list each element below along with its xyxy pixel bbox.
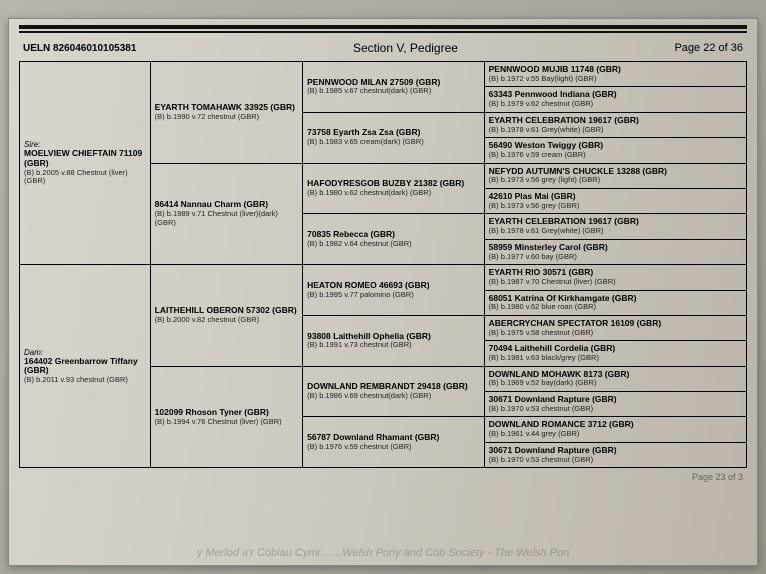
gp-meta: (B) b.1989 v.71 Chestnut (liver)(dark) (… — [155, 210, 298, 227]
col-ggp: PENNWOOD MILAN 27509 (GBR)(B) b.1985 v.6… — [303, 62, 485, 467]
page-header: UELN 826046010105381 Section V, Pedigree… — [19, 41, 747, 55]
dam-name: 164402 Greenbarrow Tiffany (GBR) — [24, 357, 146, 377]
gggp-cell: 68051 Katrina Of Kirkhamgate (GBR)(B) b.… — [485, 291, 746, 316]
gggp-cell: DOWNLAND ROMANCE 3712 (GBR)(B) b.1961 v.… — [485, 417, 746, 442]
ggp-meta: (B) b.1991 v.73 chestnut (GBR) — [307, 341, 480, 350]
ggp-cell: DOWNLAND REMBRANDT 29418 (GBR)(B) b.1986… — [303, 367, 484, 418]
ggp-cell: HEATON ROMEO 46693 (GBR)(B) b.1995 v.77 … — [303, 265, 484, 316]
gggp-cell: EYARTH CELEBRATION 19617 (GBR)(B) b.1978… — [485, 214, 746, 239]
gggp-cell: 30671 Downland Rapture (GBR)(B) b.1970 v… — [485, 443, 746, 467]
ggp-meta: (B) b.1976 v.59 chestnut (GBR) — [307, 443, 480, 452]
gggp-meta: (B) b.1970 v.53 chestnut (GBR) — [489, 405, 742, 414]
sire-meta: (B) b.2005 v.88 Chestnut (liver) (GBR) — [24, 169, 146, 186]
gggp-meta: (B) b.1977 v.60 bay (GBR) — [489, 253, 742, 262]
gggp-meta: (B) b.1973 v.56 grey (GBR) — [489, 202, 742, 211]
gp-cell: LAITHEHILL OBERON 57302 (GBR) (B) b.2000… — [151, 265, 302, 367]
society-watermark: y Merlod a'r Cobiau Cymr... ...Welsh Pon… — [9, 547, 757, 559]
gggp-meta: (B) b.1961 v.44 grey (GBR) — [489, 430, 742, 439]
pedigree-table: Sire: MOELVIEW CHIEFTAIN 71109 (GBR) (B)… — [19, 61, 747, 468]
col-grandparents: EYARTH TOMAHAWK 33925 (GBR) (B) b.1990 v… — [151, 62, 303, 467]
next-page-number: Page 23 of 3 — [692, 472, 743, 482]
ggp-cell: 93808 Laithehill Ophelia (GBR)(B) b.1991… — [303, 316, 484, 367]
gp-cell: EYARTH TOMAHAWK 33925 (GBR) (B) b.1990 v… — [151, 62, 302, 164]
gggp-meta: (B) b.1975 v.58 chestnut (GBR) — [489, 329, 742, 338]
document-page: UELN 826046010105381 Section V, Pedigree… — [8, 18, 758, 566]
gggp-meta: (B) b.1969 v.52 bay(dark) (GBR) — [489, 379, 742, 388]
gggp-meta: (B) b.1981 v.63 black/grey (GBR) — [489, 354, 742, 363]
ggp-meta: (B) b.1985 v.67 chestnut(dark) (GBR) — [307, 87, 480, 96]
gggp-cell: 58959 Minsterley Carol (GBR)(B) b.1977 v… — [485, 240, 746, 265]
gggp-meta: (B) b.1979 v.62 chestnut (GBR) — [489, 100, 742, 109]
section-title: Section V, Pedigree — [353, 41, 458, 55]
gggp-meta: (B) b.1973 v.56 grey (light) (GBR) — [489, 176, 742, 185]
sire-cell: Sire: MOELVIEW CHIEFTAIN 71109 (GBR) (B)… — [20, 62, 150, 265]
gggp-cell: 56490 Weston Twiggy (GBR)(B) b.1976 v.59… — [485, 138, 746, 163]
gp-meta: (B) b.1990 v.72 chestnut (GBR) — [155, 113, 298, 122]
dam-cell: Dam: 164402 Greenbarrow Tiffany (GBR) (B… — [20, 265, 150, 467]
ggp-meta: (B) b.1982 v.64 chestnut (GBR) — [307, 240, 480, 249]
gggp-cell: ABERCRYCHAN SPECTATOR 16109 (GBR)(B) b.1… — [485, 316, 746, 341]
ggp-cell: 73758 Eyarth Zsa Zsa (GBR)(B) b.1983 v.6… — [303, 113, 484, 164]
gggp-cell: EYARTH CELEBRATION 19617 (GBR)(B) b.1978… — [485, 113, 746, 138]
ggp-meta: (B) b.1980 v.62 chestnut(dark) (GBR) — [307, 189, 480, 198]
col-gggp: PENNWOOD MUJIB 11748 (GBR)(B) b.1972 v.5… — [485, 62, 746, 467]
gggp-meta: (B) b.1980 v.62 blue roan (GBR) — [489, 303, 742, 312]
rule-thin — [19, 31, 747, 33]
gggp-cell: 70494 Laithehill Cordelia (GBR)(B) b.198… — [485, 341, 746, 366]
ggp-cell: HAFODYRESGOB BUZBY 21382 (GBR)(B) b.1980… — [303, 164, 484, 215]
gggp-meta: (B) b.1978 v.61 Grey(white) (GBR) — [489, 126, 742, 135]
page-footer: Page 23 of 3 — [19, 472, 747, 482]
gggp-meta: (B) b.1976 v.59 cream (GBR) — [489, 151, 742, 160]
page-number: Page 22 of 36 — [674, 42, 743, 54]
gp-meta: (B) b.1994 v.76 Chestnut (liver) (GBR) — [155, 418, 298, 427]
gggp-cell: NEFYDD AUTUMN'S CHUCKLE 13288 (GBR)(B) b… — [485, 164, 746, 189]
gggp-cell: EYARTH RIO 30571 (GBR)(B) b.1987 v.70 Ch… — [485, 265, 746, 290]
gp-cell: 86414 Nannau Charm (GBR) (B) b.1989 v.71… — [151, 164, 302, 266]
sire-name: MOELVIEW CHIEFTAIN 71109 (GBR) — [24, 149, 146, 169]
gggp-meta: (B) b.1972 v.55 Bay(light) (GBR) — [489, 75, 742, 84]
ggp-cell: 56787 Downland Rhamant (GBR)(B) b.1976 v… — [303, 417, 484, 467]
ggp-meta: (B) b.1983 v.65 cream(dark) (GBR) — [307, 138, 480, 147]
gggp-meta: (B) b.1970 v.53 chestnut (GBR) — [489, 456, 742, 465]
ggp-cell: 70835 Rebecca (GBR)(B) b.1982 v.64 chest… — [303, 214, 484, 265]
gggp-meta: (B) b.1987 v.70 Chestnut (liver) (GBR) — [489, 278, 742, 287]
gggp-meta: (B) b.1978 v.61 Grey(white) (GBR) — [489, 227, 742, 236]
gp-cell: 102099 Rhoson Tyner (GBR) (B) b.1994 v.7… — [151, 367, 302, 468]
col-parents: Sire: MOELVIEW CHIEFTAIN 71109 (GBR) (B)… — [20, 62, 151, 467]
ggp-meta: (B) b.1986 v.69 chestnut(dark) (GBR) — [307, 392, 480, 401]
ggp-meta: (B) b.1995 v.77 palomino (GBR) — [307, 291, 480, 300]
gp-meta: (B) b.2000 v.82 chestnut (GBR) — [155, 316, 298, 325]
ggp-cell: PENNWOOD MILAN 27509 (GBR)(B) b.1985 v.6… — [303, 62, 484, 113]
dam-meta: (B) b.2011 v.93 chestnut (GBR) — [24, 376, 146, 385]
gggp-cell: 42610 Plas Mai (GBR)(B) b.1973 v.56 grey… — [485, 189, 746, 214]
rule-thick — [19, 25, 747, 29]
gggp-cell: PENNWOOD MUJIB 11748 (GBR)(B) b.1972 v.5… — [485, 62, 746, 87]
gggp-cell: DOWNLAND MOHAWK 8173 (GBR)(B) b.1969 v.5… — [485, 367, 746, 392]
gggp-cell: 30671 Downland Rapture (GBR)(B) b.1970 v… — [485, 392, 746, 417]
ueln-number: UELN 826046010105381 — [23, 43, 136, 54]
gggp-cell: 63343 Pennwood Indiana (GBR)(B) b.1979 v… — [485, 87, 746, 112]
